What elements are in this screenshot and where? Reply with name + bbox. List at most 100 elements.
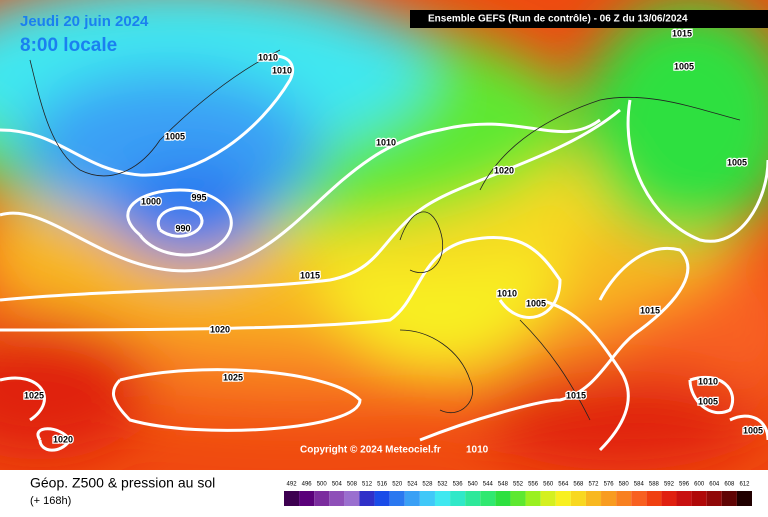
colorbar-cell xyxy=(676,491,692,506)
colorbar-cell xyxy=(299,491,315,506)
isobar-label: 1010 xyxy=(258,52,278,62)
isobar-label: 1005 xyxy=(526,298,546,308)
colorbar-tick-label: 532 xyxy=(438,482,449,488)
isobar-label: 1015 xyxy=(566,390,586,400)
coastlines xyxy=(29,49,741,421)
colorbar-cell xyxy=(344,491,360,506)
colorbar-tick-label: 528 xyxy=(422,482,433,488)
colorbar-tick-label: 572 xyxy=(588,482,599,488)
isobar-label: 1005 xyxy=(727,157,747,167)
colorbar-tick-label: 492 xyxy=(287,482,298,488)
isobar-label: 1010 xyxy=(698,376,718,386)
colorbar-tick-label: 588 xyxy=(649,482,660,488)
colorbar-cell xyxy=(450,491,466,506)
isobar-label: 1010 xyxy=(497,288,517,298)
colorbar-cell xyxy=(510,491,526,506)
colorbar-cell xyxy=(585,491,602,506)
isobar-label: 1010 xyxy=(466,445,489,456)
colorbar-cell xyxy=(495,491,511,506)
colorbar-cell xyxy=(691,491,707,506)
isobar-label: 990 xyxy=(175,223,190,233)
colorbar-cell xyxy=(374,491,390,506)
colorbar-tick-label: 564 xyxy=(558,482,569,488)
colorbar: 492 496 500 504 508 512 516 520 524 528 532 536 540 5… xyxy=(284,482,752,506)
colorbar-cell xyxy=(284,491,300,506)
colorbar-cell xyxy=(736,491,752,506)
colorbar-tick-label: 556 xyxy=(528,482,539,488)
colorbar-tick-label: 548 xyxy=(498,482,509,488)
colorbar-cell xyxy=(631,491,647,506)
colorbar-cell xyxy=(480,491,496,506)
run-banner xyxy=(410,10,768,28)
colorbar-cell xyxy=(404,491,420,506)
colorbar-tick-label: 576 xyxy=(604,482,615,488)
colorbar-cell xyxy=(359,491,375,506)
colorbar-tick-label: 504 xyxy=(332,482,343,488)
lead-time: (+ 168h) xyxy=(30,495,71,507)
colorbar-tick-label: 500 xyxy=(317,482,328,488)
colorbar-tick-label: 600 xyxy=(694,482,705,488)
isobar-label: 1005 xyxy=(743,425,763,435)
colorbar-cell xyxy=(661,491,677,506)
isobar-label: 1005 xyxy=(698,396,718,406)
colorbar-tick-label: 520 xyxy=(392,482,403,488)
map-field xyxy=(0,0,768,470)
colorbar-tick-label: 524 xyxy=(407,482,418,488)
colorbar-tick-label: 604 xyxy=(709,482,720,488)
colorbar-cell xyxy=(329,491,345,506)
colorbar-cell xyxy=(465,491,481,506)
colorbar-cell xyxy=(601,491,617,506)
colorbar-tick-label: 580 xyxy=(619,482,630,488)
isobar-label: 1000 xyxy=(141,196,161,206)
colorbar-tick-label: 496 xyxy=(302,482,313,488)
colorbar-tick-label: 544 xyxy=(483,482,494,488)
colorbar-tick-label: 612 xyxy=(739,482,750,488)
colorbar-tick-label: 592 xyxy=(664,482,675,488)
isobar-label: 1015 xyxy=(672,28,692,38)
colorbar-cell xyxy=(570,491,586,506)
isobar-label: 1005 xyxy=(165,131,185,141)
colorbar-cell xyxy=(419,491,435,506)
isobar-label: 1025 xyxy=(24,390,44,400)
colorbar-tick-label: 552 xyxy=(513,482,524,488)
colorbar-tick-label: 596 xyxy=(679,482,690,488)
colorbar-cell xyxy=(646,491,662,506)
copyright: Copyright © 2024 Meteociel.fr xyxy=(300,445,441,456)
colorbar-tick-label: 608 xyxy=(724,482,735,488)
colorbar-cell xyxy=(616,491,632,506)
isobar-label: 1010 xyxy=(272,65,292,75)
colorbar-cell xyxy=(555,491,571,506)
isobar-label: 995 xyxy=(191,192,206,202)
colorbar-tick-label: 536 xyxy=(453,482,464,488)
colorbar-tick-label: 560 xyxy=(543,482,554,488)
colorbar-cell xyxy=(525,491,541,506)
isobar-label: 1015 xyxy=(640,305,660,315)
colorbar-tick-label: 584 xyxy=(634,482,645,488)
isobar-labels: 1010 1010 1005 1000 995 990 1010 1020 1015 1020 10… xyxy=(23,27,765,446)
footer-title: Géop. Z500 & pression au sol xyxy=(30,475,215,491)
colorbar-tick-label: 516 xyxy=(377,482,388,488)
isobar-label: 1025 xyxy=(223,372,243,382)
isobar-label: 1010 xyxy=(376,137,396,147)
date: Jeudi 20 juin 2024 xyxy=(20,13,149,30)
isobar-label: 1015 xyxy=(300,270,320,280)
colorbar-cell xyxy=(540,491,556,506)
colorbar-cell xyxy=(706,491,722,506)
isobar-label: 1020 xyxy=(53,434,73,444)
colorbar-tick-label: 512 xyxy=(362,482,373,488)
isobar-label: 1020 xyxy=(210,324,230,334)
isobars xyxy=(0,54,768,452)
time: 8:00 locale xyxy=(20,35,117,56)
colorbar-cell xyxy=(389,491,405,506)
colorbar-cell xyxy=(314,491,330,506)
colorbar-cell xyxy=(721,491,737,506)
colorbar-cell xyxy=(434,491,451,506)
isobar-label: 1005 xyxy=(674,61,694,71)
colorbar-tick-label: 568 xyxy=(573,482,584,488)
colorbar-tick-label: 508 xyxy=(347,482,358,488)
colorbar-tick-label: 540 xyxy=(468,482,479,488)
run-info: Ensemble GEFS (Run de contrôle) - 06 Z d… xyxy=(428,14,688,25)
isobar-label: 1020 xyxy=(494,165,514,175)
